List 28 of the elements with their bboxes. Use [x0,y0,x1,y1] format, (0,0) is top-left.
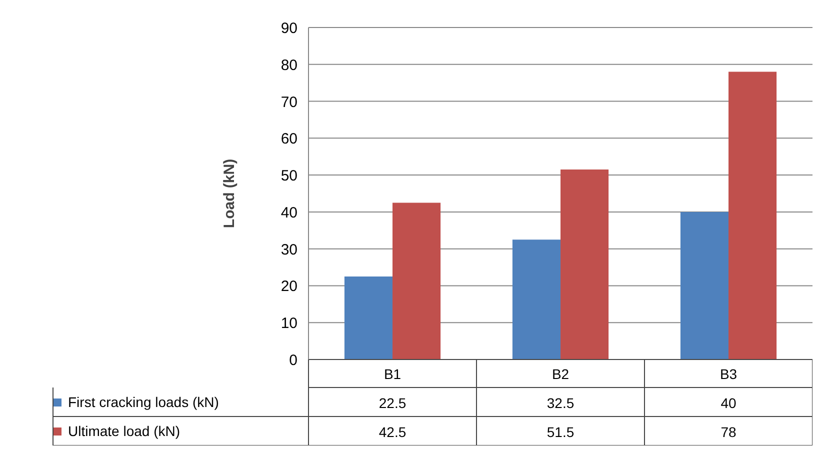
x-tick-label: B3 [720,366,738,382]
data-label: 40 [720,395,736,411]
bar [512,240,560,360]
data-label: 42.5 [378,424,406,440]
x-tick-label: B1 [384,366,402,382]
legend-label: First cracking loads (kN) [68,393,219,412]
y-tick-label: 10 [280,315,298,332]
bar [344,276,392,360]
y-tick-label: 60 [280,130,298,148]
y-tick-label: 20 [280,278,298,296]
bar [728,72,777,360]
legend-label: Ultimate load (kN) [68,422,182,441]
data-label: 51.5 [546,424,574,440]
bar [392,202,441,360]
y-tick-label: 70 [280,94,298,111]
y-axis-title: Load (kN) [220,158,238,228]
y-tick-label: 40 [280,204,298,222]
data-label: 78 [720,424,736,440]
x-tick-label: B2 [552,366,570,382]
bar [680,212,728,360]
data-label: 22.5 [378,395,406,411]
y-tick-label: 50 [280,168,298,185]
data-label: 32.5 [546,395,574,411]
y-tick-label: 0 [289,352,298,369]
y-tick-label: 80 [280,56,298,74]
bar [560,170,609,360]
y-tick-label: 30 [280,241,298,258]
y-tick-label: 90 [280,20,298,37]
